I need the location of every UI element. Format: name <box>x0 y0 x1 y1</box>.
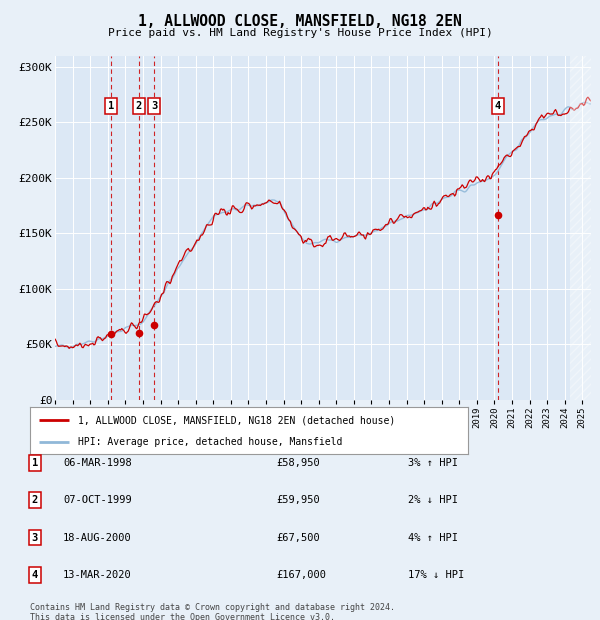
Text: Contains HM Land Registry data © Crown copyright and database right 2024.
This d: Contains HM Land Registry data © Crown c… <box>30 603 395 620</box>
Text: 13-MAR-2020: 13-MAR-2020 <box>63 570 132 580</box>
Text: £67,500: £67,500 <box>276 533 320 542</box>
Text: 4% ↑ HPI: 4% ↑ HPI <box>408 533 458 542</box>
Text: 06-MAR-1998: 06-MAR-1998 <box>63 458 132 468</box>
Text: 07-OCT-1999: 07-OCT-1999 <box>63 495 132 505</box>
Text: 1: 1 <box>32 458 38 468</box>
Text: 2% ↓ HPI: 2% ↓ HPI <box>408 495 458 505</box>
Text: Price paid vs. HM Land Registry's House Price Index (HPI): Price paid vs. HM Land Registry's House … <box>107 28 493 38</box>
Text: 3: 3 <box>151 100 157 111</box>
Text: 18-AUG-2000: 18-AUG-2000 <box>63 533 132 542</box>
Text: £58,950: £58,950 <box>276 458 320 468</box>
Text: £167,000: £167,000 <box>276 570 326 580</box>
Text: 4: 4 <box>495 100 501 111</box>
Text: 1, ALLWOOD CLOSE, MANSFIELD, NG18 2EN: 1, ALLWOOD CLOSE, MANSFIELD, NG18 2EN <box>138 14 462 29</box>
Text: 1, ALLWOOD CLOSE, MANSFIELD, NG18 2EN (detached house): 1, ALLWOOD CLOSE, MANSFIELD, NG18 2EN (d… <box>78 415 395 425</box>
Text: 2: 2 <box>32 495 38 505</box>
Text: £59,950: £59,950 <box>276 495 320 505</box>
Text: 4: 4 <box>32 570 38 580</box>
Text: 3: 3 <box>32 533 38 542</box>
Text: 1: 1 <box>108 100 114 111</box>
Bar <box>570 56 591 400</box>
Text: HPI: Average price, detached house, Mansfield: HPI: Average price, detached house, Mans… <box>78 436 343 447</box>
Text: 17% ↓ HPI: 17% ↓ HPI <box>408 570 464 580</box>
Text: 3% ↑ HPI: 3% ↑ HPI <box>408 458 458 468</box>
Text: 2: 2 <box>136 100 142 111</box>
